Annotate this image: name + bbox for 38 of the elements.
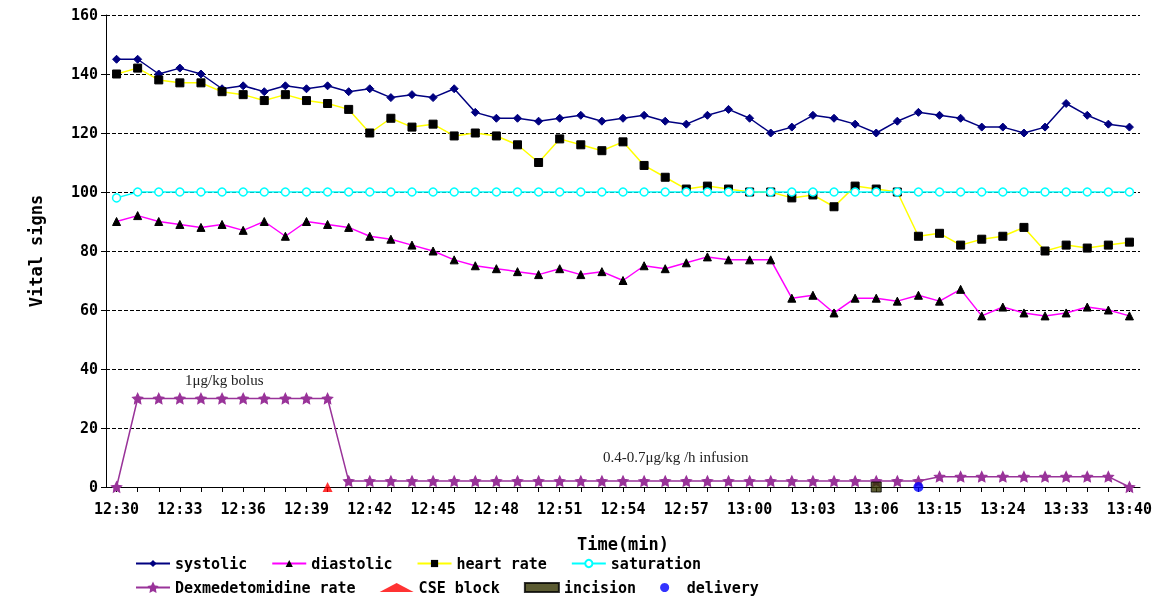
y-tick-label: 80 bbox=[79, 242, 98, 260]
annotation: 0.4-0.7μg/kg /h infusion bbox=[603, 448, 750, 465]
x-tick-label: 12:45 bbox=[410, 499, 456, 518]
legend-label: incision bbox=[563, 578, 637, 597]
legend-label: delivery bbox=[686, 578, 759, 597]
y-tick-label: 100 bbox=[70, 183, 98, 201]
y-tick-label: 120 bbox=[70, 124, 98, 142]
x-tick-label: 12:39 bbox=[283, 499, 330, 518]
legend-label: CSE block bbox=[418, 578, 500, 597]
y-tick-label: 20 bbox=[79, 419, 98, 437]
x-tick-label: 13:40 bbox=[1106, 499, 1153, 518]
legend-label: diastolic bbox=[311, 554, 393, 573]
x-tick-label: 12:48 bbox=[473, 499, 519, 518]
y-tick-label: 160 bbox=[70, 6, 98, 24]
x-tick-label: 12:57 bbox=[663, 499, 709, 518]
y-tick-label: 60 bbox=[79, 301, 98, 319]
x-tick-label: 12:51 bbox=[537, 499, 583, 518]
x-tick-label: 13:00 bbox=[727, 499, 773, 518]
y-tick-label: 140 bbox=[70, 65, 98, 83]
x-tick-label: 13:03 bbox=[790, 499, 836, 518]
legend-label: saturation bbox=[610, 554, 702, 573]
legend-label: Dexmedetomidine rate bbox=[175, 578, 356, 597]
x-tick-label: 12:30 bbox=[93, 499, 140, 518]
y-axis-title: Vital signs bbox=[25, 194, 46, 308]
x-tick-label: 12:33 bbox=[157, 499, 203, 518]
y-tick-label: 40 bbox=[79, 360, 98, 378]
y-tick-label: 0 bbox=[88, 478, 98, 496]
x-tick-label: 12:42 bbox=[347, 499, 393, 518]
x-tick-label: 12:54 bbox=[600, 499, 646, 518]
legend-label: systolic bbox=[175, 554, 248, 573]
annotation: 1μg/kg bolus bbox=[185, 371, 264, 388]
x-tick-label: 13:15 bbox=[916, 499, 963, 518]
legend-label: heart rate bbox=[456, 554, 547, 573]
x-tick-label: 13:06 bbox=[853, 499, 899, 518]
x-tick-label: 12:36 bbox=[220, 499, 266, 518]
x-tick-label: 13:33 bbox=[1043, 499, 1089, 518]
x-tick-label: 13:24 bbox=[980, 499, 1026, 518]
x-axis-title: Time(min) bbox=[576, 533, 670, 554]
